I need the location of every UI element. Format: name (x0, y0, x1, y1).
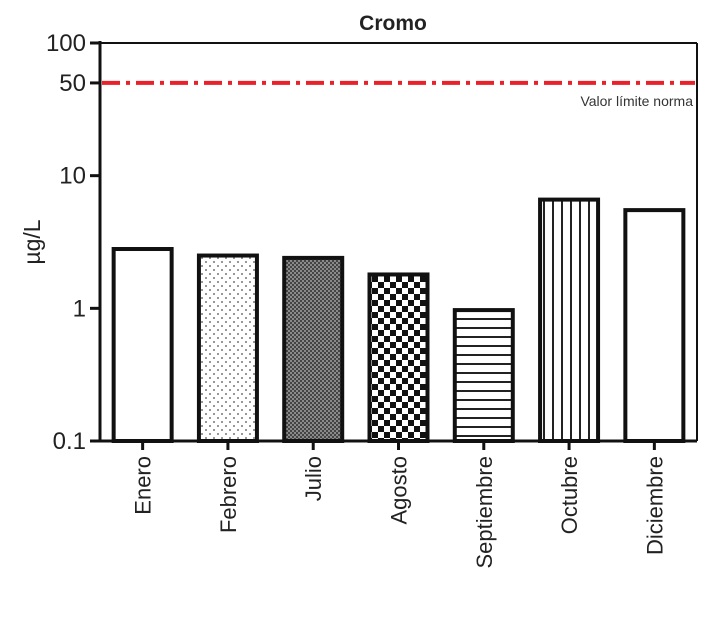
y-axis-label-group: µg/L (19, 219, 45, 264)
bar-agosto (367, 272, 430, 444)
x-category-label: Agosto (387, 456, 412, 525)
bar-enero (111, 247, 174, 443)
x-labels-group: Enero Febrero Julio Agosto Septiembre Octubre… (131, 441, 667, 569)
y-tick-label: 10 (59, 163, 86, 190)
x-category-label: Septiembre (472, 456, 497, 569)
y-tick-label: 0.1 (53, 428, 86, 455)
bars-group (111, 197, 686, 444)
bar-julio (282, 255, 345, 443)
reference-line-group: Valor límite norma (102, 80, 695, 109)
y-ticks-group: 0.1 1 10 50 100 (46, 30, 100, 455)
y-tick-label: 50 (59, 70, 86, 97)
y-tick-label: 1 (73, 295, 86, 322)
x-category-label: Febrero (216, 456, 241, 533)
bar-septiembre (452, 308, 515, 443)
bar-febrero (196, 253, 259, 443)
x-category-label: Diciembre (642, 456, 667, 555)
y-tick-label: 100 (46, 30, 86, 57)
chart-title: Cromo (359, 12, 427, 35)
y-axis-label: µg/L (19, 219, 45, 264)
bar-octubre (538, 197, 601, 443)
x-category-label: Julio (301, 456, 326, 501)
x-category-label: Enero (131, 456, 156, 515)
x-category-label: Octubre (557, 456, 582, 534)
reference-line-label: Valor límite norma (580, 93, 693, 109)
bar-diciembre (623, 208, 686, 443)
